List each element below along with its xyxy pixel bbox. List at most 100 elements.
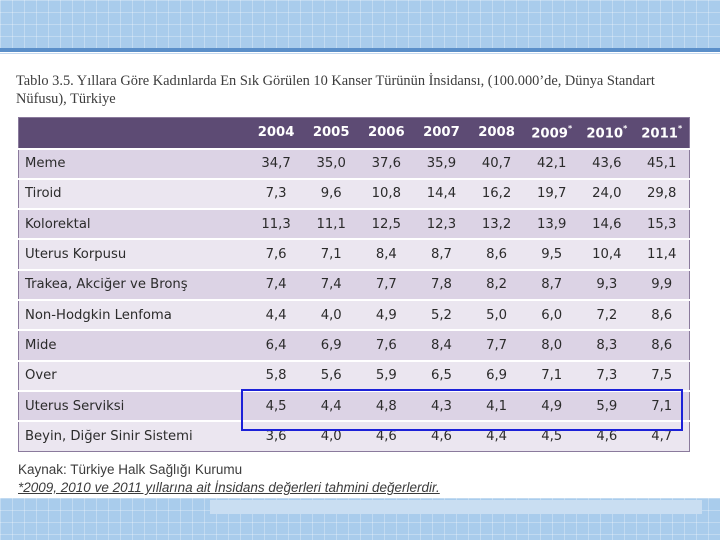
incidence-table: 2004 2005 2006 2007 2008 2009* 2010* 2011* Meme… [18,117,690,452]
incidence-value-cell: 4,6 [358,420,414,452]
cancer-type-cell: Mide [18,329,249,361]
incidence-value-cell: 6,9 [469,359,525,391]
incidence-value-cell: 5,9 [358,359,414,391]
year-header-2007: 2007 [414,118,469,149]
top-divider-line [0,48,720,52]
incidence-value-cell: 7,3 [579,359,635,391]
incidence-value-cell: 4,1 [469,389,525,422]
incidence-value-cell: 6,4 [248,329,304,361]
table-row: Non-Hodgkin Lenfoma 4,4 4,0 4,9 5,2 5,0 6,0 7,2… [18,298,690,331]
top-decorative-band [0,0,720,48]
incidence-value-cell: 14,4 [413,177,469,210]
incidence-value-cell: 37,6 [358,147,414,179]
incidence-value-cell: 9,6 [303,177,359,210]
year-label: 2009 [531,125,568,141]
year-label: 2004 [257,125,295,141]
header-row: 2004 2005 2006 2007 2008 2009* 2010* 2011* [18,117,690,149]
year-label: 2010 [586,125,624,141]
incidence-value-cell: 4,5 [248,389,304,422]
incidence-value-cell: 4,0 [303,420,359,452]
estimate-mark: * [623,123,628,133]
incidence-value-cell: 4,4 [303,389,359,422]
year-header-2011: 2011* [634,118,689,149]
incidence-value-cell: 4,5 [524,420,580,452]
cancer-type-cell: Trakea, Akciğer ve Bronş [18,268,249,300]
year-label: 2006 [367,125,405,141]
incidence-value-cell: 4,6 [579,420,635,452]
incidence-value-cell: 9,3 [579,268,635,300]
table-row: Mide 6,4 6,9 7,6 8,4 7,7 8,0 8,3 8,6 [18,329,690,361]
incidence-value-cell: 4,4 [469,420,525,452]
incidence-value-cell: 7,7 [469,329,525,361]
incidence-value-cell: 7,3 [248,177,304,210]
incidence-value-cell: 5,0 [469,298,525,331]
incidence-value-cell: 7,4 [248,268,304,300]
cancer-type-cell: Uterus Korpusu [18,238,249,270]
incidence-value-cell: 35,0 [303,147,359,179]
incidence-value-cell: 8,6 [634,298,690,331]
year-header-2006: 2006 [359,118,414,149]
incidence-value-cell: 8,7 [413,238,469,270]
incidence-value-cell: 9,5 [524,238,580,270]
incidence-value-cell: 8,4 [413,329,469,361]
year-header-2008: 2008 [469,118,524,149]
incidence-value-cell: 7,6 [248,238,304,270]
incidence-value-cell: 3,6 [248,420,304,452]
incidence-value-cell: 7,5 [634,359,690,391]
incidence-value-cell: 8,3 [579,329,635,361]
year-header-2010: 2010* [579,118,634,149]
incidence-value-cell: 6,5 [413,359,469,391]
incidence-value-cell: 19,7 [524,177,580,210]
year-header-2005: 2005 [304,118,359,149]
incidence-value-cell: 4,3 [413,389,469,422]
year-header-2004: 2004 [249,118,304,149]
incidence-value-cell: 29,8 [634,177,690,210]
incidence-value-cell: 8,6 [469,238,525,270]
cancer-type-cell: Beyin, Diğer Sinir Sistemi [18,420,249,452]
incidence-value-cell: 13,9 [524,208,580,240]
table-row: Uterus Serviksi 4,5 4,4 4,8 4,3 4,1 4,9 5,9 7,1 [18,389,690,422]
incidence-value-cell: 8,6 [634,329,690,361]
incidence-value-cell: 4,9 [358,298,414,331]
source-note: Kaynak: Türkiye Halk Sağlığı Kurumu [18,462,243,477]
incidence-value-cell: 6,9 [303,329,359,361]
top-divider-thin-line [0,53,720,54]
cancer-type-cell: Meme [18,147,249,179]
year-label: 2011 [641,125,678,141]
incidence-value-cell: 7,7 [358,268,414,300]
incidence-value-cell: 10,8 [358,177,414,210]
table-title: Tablo 3.5. Yıllara Göre Kadınlarda En Sı… [16,73,655,107]
cancer-type-cell: Uterus Serviksi [18,389,249,422]
table-row: Kolorektal 11,3 11,1 12,5 12,3 13,2 13,9 14,6 15… [18,208,690,240]
incidence-value-cell: 14,6 [579,208,635,240]
incidence-value-cell: 7,8 [413,268,469,300]
estimate-mark: * [677,123,683,133]
incidence-value-cell: 5,6 [303,359,359,391]
incidence-value-cell: 24,0 [579,177,635,210]
incidence-value-cell: 13,2 [469,208,525,240]
incidence-value-cell: 6,0 [524,298,580,331]
incidence-value-cell: 12,5 [358,208,414,240]
cancer-type-cell: Over [18,359,249,391]
incidence-value-cell: 40,7 [469,147,525,179]
estimate-footnote: *2009, 2010 ve 2011 yıllarına ait İnsida… [18,480,440,495]
incidence-value-cell: 8,0 [524,329,580,361]
incidence-value-cell: 4,7 [634,420,690,452]
year-label: 2008 [478,125,515,141]
incidence-value-cell: 4,4 [248,298,304,331]
bottom-inner-panel [210,500,702,514]
incidence-value-cell: 12,3 [413,208,469,240]
estimate-mark: * [567,123,573,133]
table-row: Over 5,8 5,6 5,9 6,5 6,9 7,1 7,3 7,5 [18,359,690,391]
incidence-value-cell: 34,7 [248,147,304,179]
table-row: Meme 34,7 35,0 37,6 35,9 40,7 42,1 43,6 45,1 [18,147,690,179]
incidence-value-cell: 8,7 [524,268,580,300]
incidence-value-cell: 7,1 [634,389,690,422]
incidence-value-cell: 16,2 [469,177,525,210]
incidence-value-cell: 7,4 [303,268,359,300]
header-empty-cell [19,118,249,149]
incidence-value-cell: 10,4 [579,238,635,270]
incidence-value-cell: 5,2 [413,298,469,331]
table-row: Tiroid 7,3 9,6 10,8 14,4 16,2 19,7 24,0 29,8 [18,177,690,210]
incidence-value-cell: 4,0 [303,298,359,331]
